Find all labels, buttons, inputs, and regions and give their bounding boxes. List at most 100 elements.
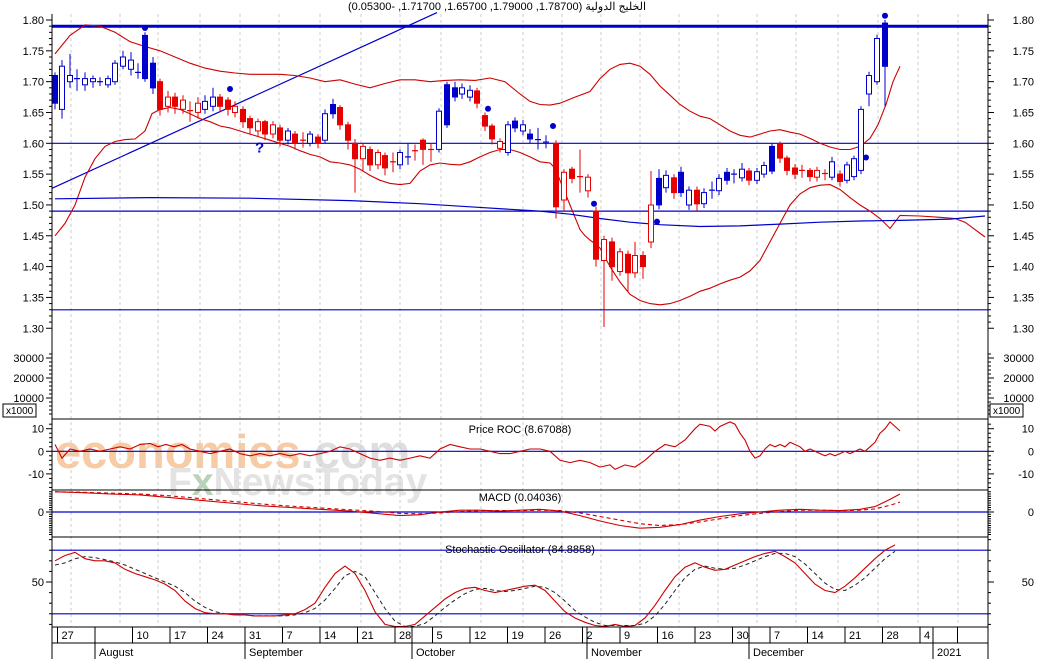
candle — [632, 255, 638, 274]
roc-label-left: 0 — [38, 446, 44, 458]
candle — [694, 189, 700, 205]
bollinger-upper-line — [54, 24, 901, 151]
candle — [459, 87, 465, 95]
trend-line — [51, 12, 438, 189]
price-label-right: 1.40 — [1013, 262, 1034, 274]
candle — [585, 176, 591, 192]
candle — [784, 157, 790, 171]
month-label: December — [753, 647, 804, 659]
stoch-k-line — [54, 544, 896, 628]
signal-dot — [227, 86, 233, 92]
price-label-left: 1.80 — [23, 15, 44, 27]
candle — [512, 120, 518, 129]
date-label: 14 — [812, 630, 824, 642]
candle — [882, 22, 888, 67]
volume-label-right: 20000 — [1003, 373, 1034, 385]
candle — [360, 145, 366, 160]
axis-labels-layer: 1.80 1.80 1.75 1.75 1.70 1.70 1.65 1.65 1.60 1.60… — [13, 15, 1034, 659]
candle — [202, 100, 208, 110]
date-label: 5 — [437, 630, 443, 642]
candle — [640, 255, 646, 268]
candle — [172, 96, 178, 107]
candle — [561, 171, 567, 201]
date-label: 31 — [249, 630, 261, 642]
roc-label-left: 10 — [32, 424, 44, 436]
candle — [232, 105, 238, 114]
month-label: October — [416, 647, 455, 659]
roc-line — [54, 421, 901, 471]
candle — [761, 165, 767, 175]
date-label: 14 — [324, 630, 336, 642]
candle — [617, 251, 623, 273]
candle — [195, 102, 201, 113]
candle — [467, 89, 473, 98]
candle — [285, 130, 291, 141]
price-label-left: 1.35 — [23, 292, 44, 304]
candle — [553, 142, 559, 208]
date-label: 17 — [174, 630, 186, 642]
price-label-right: 1.30 — [1013, 323, 1034, 335]
svg-text:x1000: x1000 — [993, 406, 1021, 417]
candle — [330, 104, 336, 115]
signal-dot — [485, 105, 491, 112]
date-label: 23 — [699, 630, 711, 642]
candle — [489, 125, 495, 140]
candle — [270, 124, 276, 135]
candle — [277, 127, 283, 141]
question-mark: ? — [255, 140, 264, 157]
candle — [858, 108, 864, 171]
candle — [701, 192, 707, 205]
candle — [625, 253, 631, 274]
date-label: 27 — [62, 630, 74, 642]
price-label-left: 1.30 — [23, 323, 44, 335]
candle — [851, 158, 857, 178]
roc-label-right: 0 — [1028, 446, 1034, 458]
candle — [307, 133, 313, 144]
date-label: 16 — [662, 630, 674, 642]
candle — [601, 239, 607, 261]
date-label: 24 — [212, 630, 224, 642]
macd-label-left: 0 — [38, 507, 44, 519]
volume-label-right: 30000 — [1003, 353, 1034, 365]
candle — [814, 169, 820, 178]
price-label-right: 1.55 — [1013, 169, 1034, 181]
signal-dot — [550, 123, 556, 129]
candle — [724, 171, 730, 181]
candle — [482, 115, 488, 127]
price-label-right: 1.50 — [1013, 200, 1034, 212]
date-label: 2 — [587, 630, 593, 642]
signal-dot — [882, 12, 888, 19]
month-label: August — [99, 647, 133, 659]
candle — [777, 144, 783, 159]
candle — [337, 107, 343, 126]
candle — [165, 96, 171, 107]
price-label-left: 1.60 — [23, 138, 44, 150]
volume-multiplier-right: x1000 — [989, 403, 1024, 418]
month-label: November — [591, 647, 642, 659]
candle — [225, 99, 231, 110]
stoch-panel-title: Stochastic Oscillator (84.8858) — [445, 544, 595, 556]
macd-label-right: 0 — [1028, 507, 1034, 519]
candle — [444, 84, 450, 126]
stoch-label-left: 50 — [32, 577, 44, 589]
candle — [420, 139, 426, 150]
chart-title: الخليج الدولية (1.78700, 1.79000, 1.6570… — [348, 1, 646, 13]
candle — [844, 164, 850, 181]
roc-panel-title: Price ROC (8.67088) — [469, 424, 572, 436]
candle — [769, 145, 775, 172]
price-label-right: 1.70 — [1013, 77, 1034, 89]
volume-label-left: 30000 — [13, 353, 44, 365]
stoch-d-line — [54, 550, 896, 627]
candle — [497, 141, 503, 149]
candle — [128, 59, 134, 70]
candle — [157, 81, 163, 110]
candle — [322, 113, 328, 141]
signal-dot — [654, 218, 660, 225]
candle — [112, 62, 118, 83]
date-label: 26 — [549, 630, 561, 642]
candle — [754, 171, 760, 181]
macd-signal-line — [54, 491, 901, 527]
candle — [837, 173, 843, 183]
date-label: 4 — [924, 630, 930, 642]
